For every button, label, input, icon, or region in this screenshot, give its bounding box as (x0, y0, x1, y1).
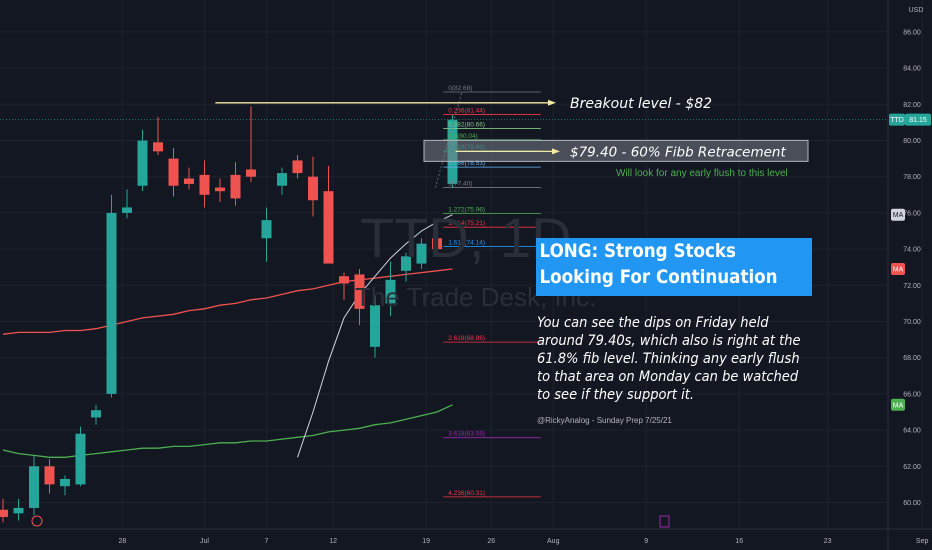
y-tick-label: 72.00 (903, 283, 921, 290)
y-tick-label: 82.00 (903, 102, 921, 109)
y-tick-label: 60.00 (903, 500, 921, 507)
y-tick-label: 74.00 (903, 247, 921, 254)
x-tick-label: 26 (487, 538, 495, 545)
grid (0, 0, 923, 528)
candle-body (137, 140, 148, 186)
fib-label: 0.236(81.44) (448, 107, 485, 114)
fib-label: 4.236(60.31) (448, 490, 485, 497)
fib-label: 0(82.68) (448, 85, 472, 92)
fib-label: 1.618(74.14) (448, 240, 485, 247)
candle-body (184, 178, 194, 184)
candle-body (153, 142, 163, 152)
candle-body (13, 507, 24, 514)
fib-trend-line (435, 91, 463, 188)
headline-line-2: Looking For Continuation (539, 266, 778, 288)
breakout-label: Breakout level - $82 (570, 96, 712, 112)
candle-body (401, 256, 411, 271)
candle-body (292, 160, 303, 174)
fib-label: 0.786(78.53) (448, 160, 485, 167)
candle-body (308, 176, 318, 201)
candle-body (75, 433, 86, 485)
y-tick-label: 86.00 (903, 29, 921, 36)
candle-body (122, 207, 132, 213)
price-value-badge (905, 113, 931, 126)
x-tick-label: 23 (824, 538, 832, 545)
credit-text: @RickyAnalog - Sunday Prep 7/25/21 (537, 416, 672, 425)
fib-label: 2.618(68.86) (448, 335, 485, 342)
annotations: Breakout level - $82 $79.40 - 60% Fibb Re… (0, 96, 888, 528)
candle-body (0, 509, 8, 517)
x-tick-label: Sep (916, 538, 929, 545)
fib-label: 1.272(75.96) (448, 207, 485, 214)
y-tick-label: 68.00 (903, 355, 921, 362)
candle-body (339, 276, 349, 284)
retracement-label: $79.40 - 60% Fibb Retracement (570, 144, 786, 160)
ma-long-badge (891, 398, 905, 411)
candle-body (230, 174, 241, 199)
headline-line-1: LONG: Strong Stocks (539, 240, 736, 262)
y-tick-label: 78.00 (903, 174, 921, 181)
y-tick-label: 80.00 (903, 138, 921, 145)
fib-label: 1(77.40) (448, 181, 472, 188)
retracement-arrow-head (552, 148, 560, 155)
candle-body (199, 174, 210, 195)
candle-body (385, 279, 396, 304)
currency-label: USD (909, 7, 924, 14)
fib-label: 1.414(75.21) (448, 220, 485, 227)
ma-long-badge-text: MA (893, 402, 904, 409)
candle-body (370, 305, 380, 347)
candle-body (277, 173, 287, 186)
y-tick-label: 76.00 (903, 210, 921, 217)
ma-mid-badge (891, 263, 905, 276)
ma-short-badge (891, 208, 905, 221)
ma-mid-badge-text: MA (893, 267, 904, 274)
y-tick-label: 70.00 (903, 319, 921, 326)
ma-short-line (297, 214, 453, 458)
fib-label: 0.382(80.66) (448, 122, 485, 129)
earnings-event-icon (659, 515, 670, 528)
candle-body (261, 220, 272, 239)
x-tick-label: 9 (644, 538, 648, 545)
candle-body (323, 191, 334, 264)
x-tick-label: 7 (265, 538, 269, 545)
candle-body (416, 243, 427, 264)
y-tick-label: 66.00 (903, 391, 921, 398)
ma-mid-line (2, 268, 453, 335)
breakout-arrow-head (548, 99, 556, 106)
candle-body (215, 187, 225, 192)
y-tick-label: 62.00 (903, 464, 921, 471)
x-tick-label: Aug (547, 538, 560, 545)
candle-body (432, 238, 442, 250)
x-tick-label: Jul (200, 538, 209, 545)
candles (0, 106, 458, 523)
x-tick-label: 28 (118, 538, 126, 545)
fib-label: 0.5(80.04) (448, 133, 478, 140)
y-tick-label: 64.00 (903, 428, 921, 435)
candle-body (354, 274, 365, 309)
x-tick-label: 19 (422, 538, 430, 545)
candle-body (91, 410, 101, 418)
candle-body (29, 466, 39, 508)
price-symbol-badge-text: TTD (890, 117, 904, 124)
flush-note: Will look for any early flush to this le… (616, 168, 788, 179)
candle-body (106, 212, 117, 394)
y-tick-label: 84.00 (903, 66, 921, 73)
candle-body (44, 466, 55, 485)
ma-short-badge-text: MA (893, 212, 904, 219)
fib-label: 3.618(63.58) (448, 431, 485, 438)
candle-body (168, 158, 179, 186)
dividend-event-icon (31, 515, 43, 527)
x-tick-label: 12 (329, 538, 337, 545)
ma-long-line (2, 404, 453, 458)
headline-box: LONG: Strong Stocks Looking For Continua… (536, 238, 812, 296)
price-symbol-badge (889, 113, 905, 126)
candle-body (60, 478, 70, 487)
candle-body (246, 169, 256, 177)
price-value-badge-text: 81.15 (909, 117, 927, 124)
retracement-box (423, 139, 809, 162)
x-tick-label: 16 (735, 538, 743, 545)
analysis-text: You can see the dips on Friday held arou… (537, 315, 801, 403)
